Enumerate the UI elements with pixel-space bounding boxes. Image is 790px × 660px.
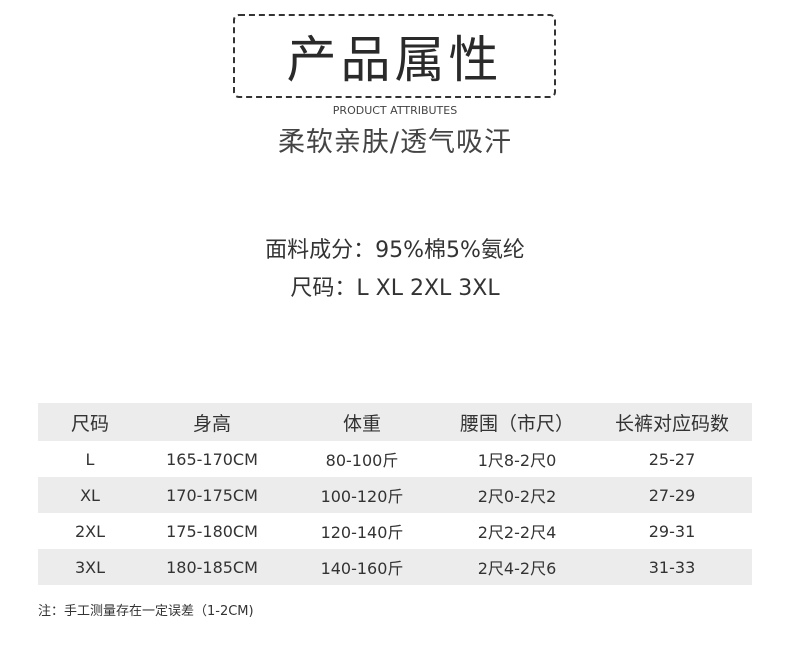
table-cell: 2XL xyxy=(74,521,106,541)
table-row: 3XL 180-185CM 140-160斤 2尺4-2尺6 31-33 xyxy=(38,549,752,585)
table-cell: 29-31 xyxy=(648,521,696,541)
title-box: 产品属性 xyxy=(233,14,556,98)
table-cell: 80-100斤 xyxy=(325,451,399,470)
size-table: 尺码 身高 体重 腰围（市尺） 长裤对应码数 L 165-170CM 80-10… xyxy=(38,403,752,585)
table-cell: 1尺8-2尺0 xyxy=(477,451,557,470)
table-cell: 2尺2-2尺4 xyxy=(477,523,557,542)
column-header: 腰围（市尺） xyxy=(459,412,574,435)
table-cell: L xyxy=(85,449,95,469)
size-spec: 尺码：L XL 2XL 3XL xyxy=(290,276,500,301)
table-cell: XL xyxy=(80,485,100,505)
table-cell: 31-33 xyxy=(648,557,696,577)
table-cell: 27-29 xyxy=(648,485,696,505)
table-row: XL 170-175CM 100-120斤 2尺0-2尺2 27-29 xyxy=(38,477,752,513)
table-cell: 140-160斤 xyxy=(320,559,404,578)
table-cell: 25-27 xyxy=(648,449,696,469)
table-cell: 165-170CM xyxy=(166,449,258,469)
table-cell: 170-175CM xyxy=(166,485,258,505)
table-cell: 2尺0-2尺2 xyxy=(477,487,557,506)
column-header: 身高 xyxy=(192,412,231,435)
tagline: 柔软亲肤/透气吸汗 xyxy=(277,127,513,158)
table-cell: 180-185CM xyxy=(166,557,258,577)
column-header: 尺码 xyxy=(70,412,109,435)
column-header: 体重 xyxy=(342,412,381,435)
table-cell: 3XL xyxy=(74,557,106,577)
table-cell: 120-140斤 xyxy=(320,523,404,542)
table-cell: 2尺4-2尺6 xyxy=(477,559,557,578)
fabric-spec: 面料成分：95%棉5%氨纶 xyxy=(265,238,525,263)
subtitle-en: PRODUCT ATTRIBUTES xyxy=(332,104,458,117)
measurement-note: 注：手工测量存在一定误差（1-2CM) xyxy=(38,604,254,619)
table-cell: 175-180CM xyxy=(166,521,258,541)
table-row: 2XL 175-180CM 120-140斤 2尺2-2尺4 29-31 xyxy=(38,513,752,549)
table-cell: 100-120斤 xyxy=(320,487,404,506)
page-title: 产品属性 xyxy=(286,31,503,89)
column-header: 长裤对应码数 xyxy=(614,412,729,435)
table-row: L 165-170CM 80-100斤 1尺8-2尺0 25-27 xyxy=(38,441,752,477)
table-header: 尺码 身高 体重 腰围（市尺） 长裤对应码数 xyxy=(38,403,752,441)
